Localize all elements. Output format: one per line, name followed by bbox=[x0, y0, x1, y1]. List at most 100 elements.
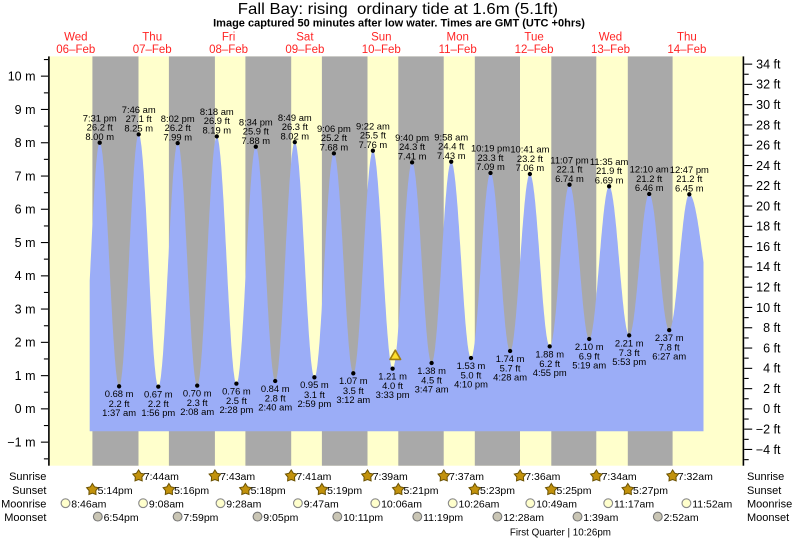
svg-text:14–Feb: 14–Feb bbox=[667, 44, 706, 56]
svg-text:7.43 m: 7.43 m bbox=[437, 150, 466, 161]
svg-text:7.3 ft: 7.3 ft bbox=[619, 347, 640, 358]
svg-text:1.21 m: 1.21 m bbox=[378, 371, 407, 382]
svg-text:Sunset: Sunset bbox=[12, 485, 46, 497]
svg-text:2.8 ft: 2.8 ft bbox=[265, 393, 286, 404]
svg-text:5:25pm: 5:25pm bbox=[557, 485, 592, 497]
svg-text:7:37am: 7:37am bbox=[449, 471, 484, 483]
svg-text:10:11pm: 10:11pm bbox=[343, 512, 383, 524]
svg-text:7 m: 7 m bbox=[15, 169, 36, 183]
svg-text:5 m: 5 m bbox=[15, 236, 36, 250]
svg-text:11:35 am: 11:35 am bbox=[590, 156, 629, 167]
svg-text:09–Feb: 09–Feb bbox=[285, 44, 324, 56]
svg-text:Fall Bay: rising ordinary tid: Fall Bay: rising ordinary tide at 1.6m (… bbox=[238, 1, 558, 18]
svg-text:6 ft: 6 ft bbox=[763, 341, 781, 355]
svg-text:4.5 ft: 4.5 ft bbox=[421, 375, 442, 386]
svg-text:2.3 ft: 2.3 ft bbox=[187, 397, 208, 408]
svg-text:7.8 ft: 7.8 ft bbox=[659, 342, 680, 353]
svg-text:6:54pm: 6:54pm bbox=[104, 512, 139, 524]
svg-text:11:52am: 11:52am bbox=[692, 498, 732, 510]
svg-text:7:43am: 7:43am bbox=[220, 471, 255, 483]
svg-text:Moonrise: Moonrise bbox=[747, 498, 792, 510]
svg-text:7:32am: 7:32am bbox=[678, 471, 713, 483]
svg-text:7.09 m: 7.09 m bbox=[476, 161, 505, 172]
svg-text:−1 m: −1 m bbox=[7, 436, 35, 450]
svg-text:8 m: 8 m bbox=[15, 136, 36, 150]
svg-text:5:53 pm: 5:53 pm bbox=[612, 356, 646, 367]
svg-text:Sunset: Sunset bbox=[747, 485, 781, 497]
svg-text:9 m: 9 m bbox=[15, 103, 36, 117]
svg-text:3.5 ft: 3.5 ft bbox=[343, 385, 364, 396]
svg-text:Image captured 50 minutes afte: Image captured 50 minutes after low wate… bbox=[213, 18, 585, 30]
svg-text:0.95 m: 0.95 m bbox=[300, 379, 329, 390]
svg-text:5:27pm: 5:27pm bbox=[633, 485, 668, 497]
svg-text:25.5 ft: 25.5 ft bbox=[360, 130, 386, 141]
svg-text:6.2 ft: 6.2 ft bbox=[539, 358, 560, 369]
svg-text:6:27 am: 6:27 am bbox=[652, 351, 686, 362]
svg-text:11:17am: 11:17am bbox=[614, 498, 654, 510]
svg-text:13–Feb: 13–Feb bbox=[591, 44, 630, 56]
svg-text:−4 ft: −4 ft bbox=[756, 443, 781, 457]
svg-text:11–Feb: 11–Feb bbox=[439, 44, 477, 56]
svg-text:22 ft: 22 ft bbox=[756, 179, 781, 193]
svg-text:10:19 pm: 10:19 pm bbox=[471, 143, 510, 154]
svg-text:3:47 am: 3:47 am bbox=[415, 384, 449, 395]
svg-text:24.3 ft: 24.3 ft bbox=[399, 141, 425, 152]
svg-text:1:56 pm: 1:56 pm bbox=[141, 407, 175, 418]
svg-text:8.00 m: 8.00 m bbox=[85, 131, 114, 142]
svg-text:7.41 m: 7.41 m bbox=[398, 151, 427, 162]
svg-text:28 ft: 28 ft bbox=[756, 118, 781, 132]
svg-text:Wed: Wed bbox=[64, 32, 87, 44]
svg-text:Sat: Sat bbox=[296, 32, 314, 44]
svg-text:1.74 m: 1.74 m bbox=[496, 353, 525, 364]
svg-text:4:28 am: 4:28 am bbox=[493, 372, 527, 383]
svg-text:12:47 pm: 12:47 pm bbox=[670, 164, 709, 175]
svg-text:First Quarter | 10:26pm: First Quarter | 10:26pm bbox=[510, 528, 611, 539]
svg-text:5.7 ft: 5.7 ft bbox=[500, 363, 521, 374]
svg-text:8.19 m: 8.19 m bbox=[202, 125, 231, 136]
svg-text:3:12 am: 3:12 am bbox=[336, 394, 370, 405]
svg-text:30 ft: 30 ft bbox=[756, 98, 781, 112]
svg-text:4 ft: 4 ft bbox=[763, 362, 781, 376]
svg-text:26.2 ft: 26.2 ft bbox=[87, 122, 113, 133]
svg-text:6.45 m: 6.45 m bbox=[675, 183, 704, 194]
svg-text:7.76 m: 7.76 m bbox=[359, 139, 388, 150]
svg-text:1.07 m: 1.07 m bbox=[339, 375, 368, 386]
svg-text:Tue: Tue bbox=[524, 32, 543, 44]
svg-text:8:02 pm: 8:02 pm bbox=[161, 113, 195, 124]
svg-text:24.4 ft: 24.4 ft bbox=[438, 141, 464, 152]
svg-text:5:16pm: 5:16pm bbox=[174, 485, 209, 497]
svg-text:06–Feb: 06–Feb bbox=[56, 44, 95, 56]
svg-text:25.9 ft: 25.9 ft bbox=[243, 126, 269, 137]
svg-text:8.25 m: 8.25 m bbox=[124, 123, 153, 134]
svg-text:9:06 pm: 9:06 pm bbox=[317, 123, 351, 134]
svg-text:21.2 ft: 21.2 ft bbox=[636, 173, 662, 184]
svg-text:5:19 am: 5:19 am bbox=[572, 360, 606, 371]
svg-text:2.5 ft: 2.5 ft bbox=[226, 395, 247, 406]
svg-text:9:08am: 9:08am bbox=[149, 498, 184, 510]
svg-text:34 ft: 34 ft bbox=[756, 57, 781, 71]
svg-text:14 ft: 14 ft bbox=[756, 260, 781, 274]
svg-text:7:59pm: 7:59pm bbox=[183, 512, 218, 524]
svg-text:8 ft: 8 ft bbox=[763, 321, 781, 335]
svg-text:7:39am: 7:39am bbox=[373, 471, 408, 483]
svg-text:Thu: Thu bbox=[142, 32, 162, 44]
svg-text:2 m: 2 m bbox=[15, 336, 36, 350]
svg-text:12 ft: 12 ft bbox=[756, 281, 781, 295]
svg-text:12:10 am: 12:10 am bbox=[630, 164, 669, 175]
svg-text:2:08 am: 2:08 am bbox=[180, 406, 214, 417]
svg-text:11:19pm: 11:19pm bbox=[423, 512, 463, 524]
svg-text:1:37 am: 1:37 am bbox=[102, 407, 136, 418]
svg-text:26.2 ft: 26.2 ft bbox=[165, 122, 191, 133]
svg-text:1:39am: 1:39am bbox=[583, 512, 618, 524]
svg-text:4 m: 4 m bbox=[15, 269, 36, 283]
svg-text:22.1 ft: 22.1 ft bbox=[556, 164, 582, 175]
svg-text:24 ft: 24 ft bbox=[756, 159, 781, 173]
svg-text:5:21pm: 5:21pm bbox=[404, 485, 439, 497]
svg-text:3:33 pm: 3:33 pm bbox=[376, 389, 410, 400]
svg-text:7:36am: 7:36am bbox=[525, 471, 560, 483]
svg-text:20 ft: 20 ft bbox=[756, 199, 781, 213]
svg-text:6.74 m: 6.74 m bbox=[555, 173, 584, 184]
svg-text:18 ft: 18 ft bbox=[756, 220, 781, 234]
svg-text:5:19pm: 5:19pm bbox=[327, 485, 362, 497]
svg-text:10:49am: 10:49am bbox=[536, 498, 577, 510]
